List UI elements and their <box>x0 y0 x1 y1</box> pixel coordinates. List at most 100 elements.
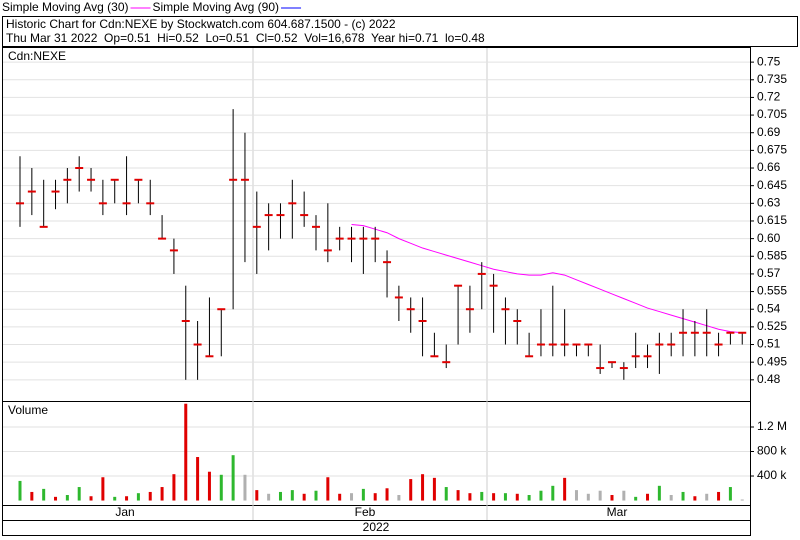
month-label: Mar <box>607 505 628 519</box>
volume-bar <box>125 496 129 501</box>
volume-bar <box>338 493 342 501</box>
header-box <box>2 16 798 47</box>
y-tick-label: 0.72 <box>757 90 781 104</box>
volume-bar <box>136 493 140 501</box>
volume-bar <box>101 477 105 501</box>
volume-bar <box>18 480 22 501</box>
volume-bar <box>255 490 259 501</box>
month-grid <box>252 48 488 520</box>
year-label: 2022 <box>363 520 390 534</box>
header-info: Thu Mar 31 2022 Op=0.51 Hi=0.52 Lo=0.51 … <box>6 31 485 45</box>
legend-label: Simple Moving Avg (90) <box>153 0 280 14</box>
volume-bar <box>207 471 211 501</box>
y-tick-label: 0.705 <box>757 107 787 121</box>
volume-bar <box>657 485 661 501</box>
volume-bar <box>267 493 271 501</box>
volume-bar <box>598 490 602 501</box>
y-tick-label: 0.66 <box>757 160 781 174</box>
volume-bar <box>350 493 354 501</box>
volume-bar <box>409 479 413 501</box>
volume-bar <box>77 487 81 501</box>
volume-bar <box>290 490 294 501</box>
volume-bar <box>669 495 673 501</box>
volume-bar <box>54 496 58 501</box>
volume-bar <box>397 495 401 501</box>
y-tick-label: 0.675 <box>757 143 787 157</box>
volume-bar <box>693 496 697 501</box>
y-tick-label: 0.60 <box>757 231 781 245</box>
volume-bar <box>717 491 721 501</box>
volume-bar <box>326 477 330 501</box>
y-tick-label: 0.525 <box>757 319 787 333</box>
volume-bar <box>160 487 164 501</box>
volume-bar <box>563 477 567 501</box>
y-tick-label: 0.735 <box>757 72 787 86</box>
month-label: Jan <box>115 505 134 519</box>
volume-bar <box>444 487 448 501</box>
volume-panel <box>2 401 751 506</box>
volume-bar <box>219 474 223 501</box>
y-tick-label: 0.51 <box>757 337 781 351</box>
volume-bar <box>373 493 377 501</box>
legend-label: Simple Moving Avg (30) <box>2 0 129 14</box>
y-tick-label: 400 k <box>757 468 787 482</box>
volume-bar <box>184 403 188 501</box>
volume-bar <box>622 490 626 501</box>
volume-bar <box>586 493 590 501</box>
volume-bar <box>610 495 614 501</box>
volume-bar <box>421 474 425 501</box>
volume-bar <box>503 493 507 501</box>
volume-bar <box>728 487 732 501</box>
volume-bar <box>65 495 69 501</box>
volume-bar <box>646 493 650 501</box>
volume-bar <box>539 490 543 501</box>
volume-bar <box>231 455 235 501</box>
y-tick-label: 0.495 <box>757 354 787 368</box>
y-tick-label: 0.69 <box>757 125 781 139</box>
y-tick-label: 0.555 <box>757 284 787 298</box>
y-tick-label: 0.54 <box>757 301 781 315</box>
volume-bar <box>492 493 496 501</box>
volume-bar <box>527 495 531 501</box>
volume-bar <box>385 488 389 501</box>
month-label: Feb <box>355 505 376 519</box>
volume-bar <box>456 490 460 501</box>
y-tick-label: 800 k <box>757 444 787 458</box>
volume-bar <box>634 496 638 501</box>
volume-bar <box>113 496 117 501</box>
y-tick-label: 0.63 <box>757 195 781 209</box>
volume-bar <box>361 488 365 501</box>
volume-bar <box>551 485 555 501</box>
volume-bar <box>515 493 519 501</box>
volume-bar <box>681 491 685 501</box>
volume-bar <box>172 474 176 501</box>
moving-average <box>351 224 743 334</box>
y-tick-label: 1.2 M <box>757 419 787 433</box>
volume-label: Volume <box>8 403 48 417</box>
price-label: Cdn:NEXE <box>8 49 66 63</box>
volume-bar <box>89 496 93 501</box>
y-tick-label: 0.57 <box>757 266 781 280</box>
y-tick-label: 0.48 <box>757 372 781 386</box>
volume-bar <box>302 493 306 501</box>
volume-bar <box>278 491 282 501</box>
volume-bar <box>574 490 578 501</box>
header-title: Historic Chart for Cdn:NEXE by Stockwatc… <box>6 17 396 31</box>
y-tick-label: 0.615 <box>757 213 787 227</box>
y-tick-label: 0.645 <box>757 178 787 192</box>
volume-bar <box>196 457 200 501</box>
y-tick-label: 0.585 <box>757 248 787 262</box>
volume-bar <box>432 477 436 501</box>
volume-bar <box>480 491 484 501</box>
volume-bar <box>243 474 247 501</box>
price-panel <box>2 47 751 402</box>
volume-bar <box>30 491 34 501</box>
volume-bar <box>314 490 318 501</box>
volume-bar <box>148 491 152 501</box>
volume-bar <box>740 499 744 501</box>
volume-bar <box>468 493 472 501</box>
volume-bar <box>705 493 709 501</box>
volume-bar <box>42 488 46 501</box>
y-tick-label: 0.75 <box>757 54 781 68</box>
